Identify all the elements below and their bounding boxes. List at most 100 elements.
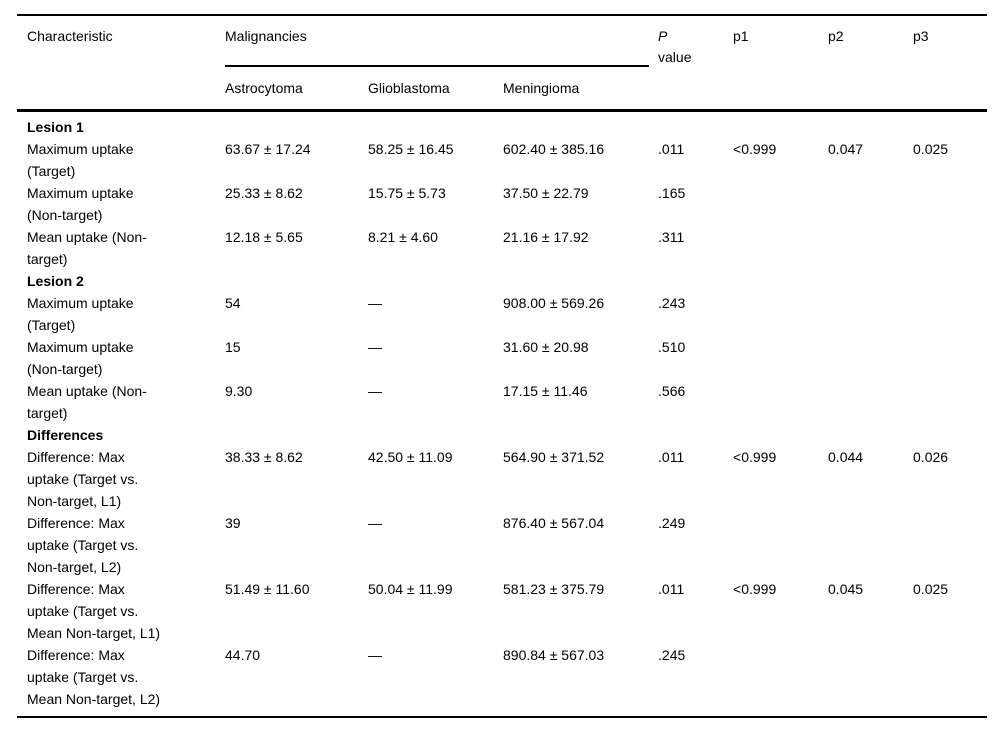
cell-glioblastoma: — xyxy=(368,383,382,399)
cell-glioblastoma: — xyxy=(368,515,382,531)
row-label: Difference: Max uptake (Target vs. Mean … xyxy=(27,581,161,641)
cell-glioblastoma: 8.21 ± 4.60 xyxy=(368,229,438,245)
cell-p3: 0.026 xyxy=(913,449,949,465)
cell-astrocytoma: 44.70 xyxy=(225,647,261,663)
cell-astrocytoma: 12.18 ± 5.65 xyxy=(225,229,303,245)
cell-meningioma: 602.40 ± 385.16 xyxy=(503,141,605,157)
cell-glioblastoma: 50.04 ± 11.99 xyxy=(368,581,453,597)
row-label: Difference: Max uptake (Target vs. Non-t… xyxy=(27,449,139,509)
data-row: Difference: Max uptake (Target vs. Non-t… xyxy=(17,446,987,512)
row-label: Mean uptake (Non-target) xyxy=(27,383,147,421)
column-header-p1: p1 xyxy=(733,28,749,44)
data-row: Maximum uptake (Target) 63.67 ± 17.24 58.2… xyxy=(17,138,987,182)
cell-p2 xyxy=(828,380,913,424)
cell-meningioma: 908.00 ± 569.26 xyxy=(503,295,605,311)
cell-p2 xyxy=(828,292,913,336)
data-row: Maximum uptake (Target) 54 — 908.00 ± 569.2… xyxy=(17,292,987,336)
cell-p-value: .165 xyxy=(658,185,686,201)
cell-meningioma: 31.60 ± 20.98 xyxy=(503,339,589,355)
cell-p3 xyxy=(913,644,987,717)
cell-p3: 0.025 xyxy=(913,581,949,597)
cell-meningioma: 17.15 ± 11.46 xyxy=(503,383,588,399)
header-row-subcolumns: Astrocytoma Glioblastoma Meningioma xyxy=(17,67,987,111)
cell-p2: 0.045 xyxy=(828,581,864,597)
cell-glioblastoma: — xyxy=(368,295,382,311)
cell-p2 xyxy=(828,644,913,717)
data-row: Mean uptake (Non-target) 9.30 — 17.15 ± 11.… xyxy=(17,380,987,424)
section-label: Differences xyxy=(27,427,104,443)
p-value-header-line2: value xyxy=(658,49,692,65)
row-label: Maximum uptake (Target) xyxy=(27,295,134,333)
cell-meningioma: 876.40 ± 567.04 xyxy=(503,515,605,531)
row-label: Maximum uptake (Non-target) xyxy=(27,185,134,223)
data-row: Difference: Max uptake (Target vs. Mean … xyxy=(17,644,987,717)
cell-glioblastoma: — xyxy=(368,339,382,355)
malignancies-spanner-label: Malignancies xyxy=(225,28,307,44)
p-value-header-line1: P xyxy=(658,28,668,44)
table-body: Lesion 1 Maximum uptake (Target) 63.67 ± 1… xyxy=(17,111,987,718)
cell-p1: <0.999 xyxy=(733,581,777,597)
cell-p-value: .011 xyxy=(658,581,685,597)
column-header-p3: p3 xyxy=(913,28,929,44)
column-header-p2: p2 xyxy=(828,28,844,44)
cell-glioblastoma: 42.50 ± 11.09 xyxy=(368,449,453,465)
cell-p-value: .566 xyxy=(658,383,686,399)
cell-meningioma: 564.90 ± 371.52 xyxy=(503,449,605,465)
cell-p1 xyxy=(733,292,828,336)
cell-p3 xyxy=(913,336,987,380)
cell-p3: 0.025 xyxy=(913,141,949,157)
cell-astrocytoma: 63.67 ± 17.24 xyxy=(225,141,311,157)
column-group-header-malignancies: Malignancies xyxy=(225,15,658,67)
cell-p1 xyxy=(733,182,828,226)
cell-p1 xyxy=(733,226,828,270)
cell-p1: <0.999 xyxy=(733,141,777,157)
cell-p2 xyxy=(828,182,913,226)
cell-p1 xyxy=(733,644,828,717)
cell-p3 xyxy=(913,182,987,226)
cell-p2 xyxy=(828,226,913,270)
cell-meningioma: 581.23 ± 375.79 xyxy=(503,581,605,597)
section-row: Lesion 1 xyxy=(17,111,987,139)
cell-p3 xyxy=(913,292,987,336)
section-label: Lesion 2 xyxy=(27,273,84,289)
cell-astrocytoma: 15 xyxy=(225,339,241,355)
cell-p1 xyxy=(733,512,828,578)
data-row: Maximum uptake (Non-target) 15 — 31.60 ± 20… xyxy=(17,336,987,380)
cell-p1 xyxy=(733,336,828,380)
data-row: Maximum uptake (Non-target) 25.33 ± 8.62 1… xyxy=(17,182,987,226)
cell-astrocytoma: 9.30 xyxy=(225,383,253,399)
cell-meningioma: 890.84 ± 567.03 xyxy=(503,647,605,663)
cell-astrocytoma: 39 xyxy=(225,515,241,531)
row-label: Mean uptake (Non-target) xyxy=(27,229,147,267)
cell-astrocytoma: 54 xyxy=(225,295,241,311)
cell-glioblastoma: — xyxy=(368,647,382,663)
cell-astrocytoma: 51.49 ± 11.60 xyxy=(225,581,310,597)
cell-p3 xyxy=(913,380,987,424)
section-row: Lesion 2 xyxy=(17,270,987,292)
cell-p1: <0.999 xyxy=(733,449,777,465)
cell-astrocytoma: 25.33 ± 8.62 xyxy=(225,185,303,201)
row-label: Maximum uptake (Non-target) xyxy=(27,339,134,377)
section-label: Lesion 1 xyxy=(27,119,84,135)
row-label: Maximum uptake (Target) xyxy=(27,141,134,179)
cell-p3 xyxy=(913,512,987,578)
column-header-meningioma: Meningioma xyxy=(503,80,580,96)
cell-meningioma: 21.16 ± 17.92 xyxy=(503,229,589,245)
cell-astrocytoma: 38.33 ± 8.62 xyxy=(225,449,303,465)
cell-meningioma: 37.50 ± 22.79 xyxy=(503,185,589,201)
column-header-glioblastoma: Glioblastoma xyxy=(368,80,450,96)
column-header-astrocytoma: Astrocytoma xyxy=(225,80,303,96)
cell-p3 xyxy=(913,226,987,270)
column-header-characteristic: Characteristic xyxy=(27,28,113,44)
cell-p-value: .243 xyxy=(658,295,686,311)
cell-p-value: .510 xyxy=(658,339,686,355)
cell-p2 xyxy=(828,336,913,380)
data-row: Difference: Max uptake (Target vs. Mean … xyxy=(17,578,987,644)
row-label: Difference: Max uptake (Target vs. Mean … xyxy=(27,647,161,707)
section-row: Differences xyxy=(17,424,987,446)
cell-p-value: .311 xyxy=(658,229,685,245)
cell-p-value: .011 xyxy=(658,141,685,157)
